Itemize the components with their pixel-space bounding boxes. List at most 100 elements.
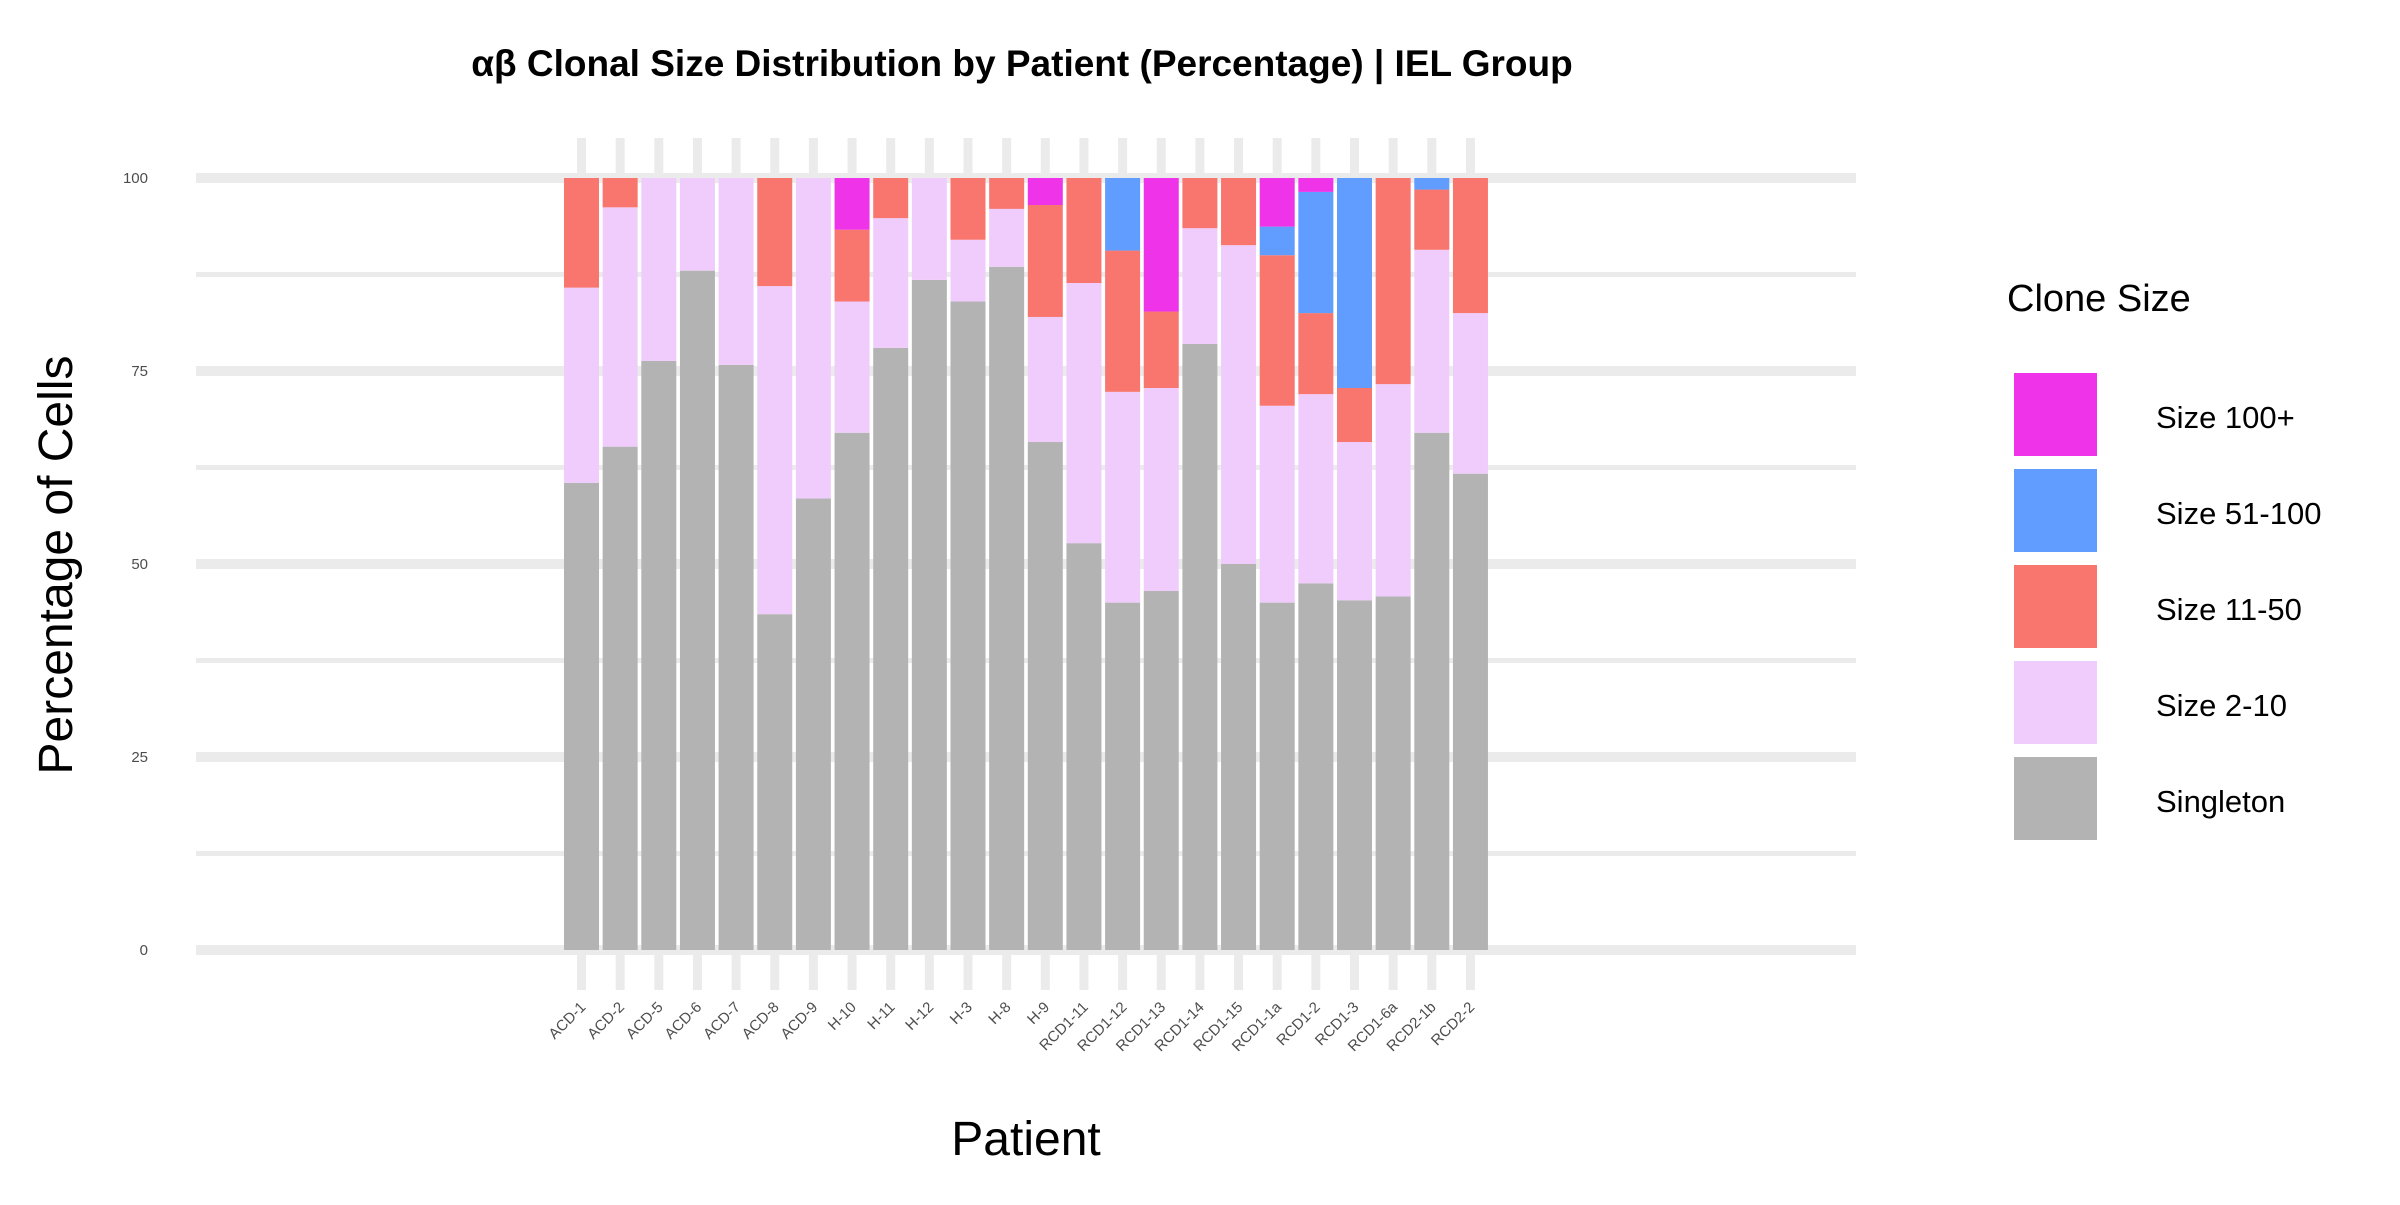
bar-segment-singleton-acd-9	[795, 498, 831, 950]
legend-swatch-size-2-10	[2014, 661, 2097, 744]
bars-layer	[564, 178, 1488, 951]
bar-segment-size-2-10-acd-5	[641, 178, 677, 361]
bar-segment-size-2-10-h-10	[834, 301, 870, 433]
bar-segment-size-11-50-rcd1-13	[1143, 311, 1179, 388]
x-tick-label: H-10	[825, 999, 860, 1034]
x-axis-title: Patient	[951, 1113, 1100, 1166]
legend-label: Singleton	[2156, 784, 2285, 819]
bar-segment-size-2-10-rcd1-6a	[1375, 384, 1411, 597]
bar-segment-size-100--rcd1-2	[1298, 178, 1334, 192]
bar-segment-size-2-10-h-9	[1027, 316, 1063, 443]
chart-title: αβ Clonal Size Distribution by Patient (…	[471, 43, 1572, 85]
bar-segment-size-11-50-h-10	[834, 229, 870, 302]
x-tick-label: ACD-9	[777, 999, 821, 1043]
bar-segment-size-2-10-acd-6	[679, 178, 715, 271]
bar-segment-size-100--h-10	[834, 178, 870, 230]
x-tick-label: RCD2-2	[1428, 999, 1478, 1049]
bar-segment-singleton-acd-1	[564, 482, 599, 950]
x-tick-label: ACD-7	[700, 999, 744, 1043]
y-tick-label: 0	[140, 942, 148, 959]
x-tick-label: ACD-6	[661, 999, 705, 1043]
bar-segment-singleton-h-12	[911, 279, 947, 950]
bar-segment-singleton-acd-8	[757, 614, 793, 950]
bar-segment-singleton-h-8	[989, 266, 1025, 950]
x-tick-label: ACD-8	[739, 999, 783, 1043]
bar-segment-size-2-10-rcd1-1a	[1259, 405, 1295, 603]
bar-segment-size-2-10-h-3	[950, 239, 986, 302]
bar-segment-singleton-rcd1-6a	[1375, 596, 1411, 950]
y-tick-labels: 0 25 50 75 100	[123, 170, 148, 959]
bar-segment-size-51-100-rcd1-1a	[1259, 226, 1295, 256]
bar-segment-size-11-50-rcd2-2	[1452, 178, 1488, 314]
legend-label: Size 100+	[2156, 400, 2295, 435]
y-tick-label: 50	[131, 556, 148, 573]
bar-segment-singleton-acd-2	[602, 446, 638, 950]
bar-segment-size-2-10-rcd1-13	[1143, 387, 1179, 592]
bar-segment-size-2-10-rcd2-1b	[1414, 249, 1450, 433]
bar-segment-size-11-50-h-9	[1027, 205, 1063, 317]
bar-segment-size-11-50-h-3	[950, 178, 986, 240]
bar-segment-size-2-10-rcd1-14	[1182, 228, 1218, 344]
bar-segment-size-2-10-rcd1-11	[1066, 282, 1102, 544]
bar-segment-size-11-50-acd-2	[602, 178, 638, 208]
bar-segment-size-51-100-rcd2-1b	[1414, 178, 1450, 190]
bar-segment-size-2-10-acd-2	[602, 207, 638, 447]
bar-segment-size-11-50-rcd1-12	[1105, 250, 1141, 392]
legend-swatch-size-11-50	[2014, 565, 2097, 648]
bar-segment-size-11-50-rcd2-1b	[1414, 189, 1450, 250]
bar-segment-size-2-10-rcd2-2	[1452, 313, 1488, 474]
bar-segment-size-100--h-9	[1027, 178, 1063, 206]
legend-label: Size 11-50	[2156, 592, 2302, 627]
x-tick-label: ACD-1	[545, 999, 589, 1043]
bar-segment-size-11-50-acd-1	[564, 178, 599, 288]
legend-swatch-size-51-100	[2014, 469, 2097, 552]
bar-segment-singleton-acd-7	[718, 364, 754, 951]
legend: Clone Size Size 100+ Size 51-100 Size 11-5…	[2007, 278, 2321, 840]
bar-segment-singleton-acd-6	[679, 270, 715, 950]
bar-segment-size-2-10-h-8	[989, 208, 1025, 267]
bar-segment-singleton-rcd1-1a	[1259, 602, 1295, 950]
legend-label: Size 51-100	[2156, 496, 2321, 531]
bar-segment-singleton-acd-5	[641, 360, 677, 950]
bar-segment-size-100--rcd1-13	[1143, 178, 1179, 312]
y-tick-label: 75	[131, 363, 148, 380]
x-tick-label: ACD-2	[584, 999, 628, 1043]
bar-segment-size-11-50-rcd1-1a	[1259, 255, 1295, 406]
bar-segment-size-11-50-rcd1-2	[1298, 313, 1334, 395]
legend-label: Size 2-10	[2156, 688, 2287, 723]
bar-segment-size-2-10-acd-7	[718, 178, 754, 365]
bar-segment-size-11-50-acd-8	[757, 178, 793, 287]
legend-swatch-size-100-	[2014, 373, 2097, 456]
bar-segment-size-11-50-h-8	[989, 178, 1025, 209]
grid-layer	[196, 138, 1856, 990]
bar-segment-size-2-10-h-11	[873, 218, 909, 348]
bar-segment-size-11-50-rcd1-14	[1182, 178, 1218, 229]
bar-segment-singleton-rcd1-11	[1066, 543, 1102, 950]
y-tick-label: 100	[123, 170, 148, 187]
bar-segment-size-2-10-rcd1-2	[1298, 394, 1334, 584]
bar-segment-size-11-50-rcd1-15	[1221, 178, 1257, 246]
bar-segment-size-11-50-rcd1-6a	[1375, 178, 1411, 385]
x-tick-label: H-11	[864, 999, 898, 1033]
bar-segment-size-11-50-rcd1-11	[1066, 178, 1102, 283]
x-tick-label: H-8	[985, 999, 1014, 1028]
bar-segment-size-2-10-acd-9	[795, 178, 831, 499]
bar-segment-size-2-10-acd-8	[757, 286, 793, 615]
x-tick-label: H-12	[902, 999, 937, 1034]
x-tick-label: ACD-5	[623, 999, 667, 1043]
bar-segment-singleton-rcd1-3	[1337, 600, 1372, 950]
bar-segment-singleton-h-9	[1027, 442, 1063, 950]
bar-segment-size-100--rcd1-1a	[1259, 178, 1295, 227]
bar-segment-size-51-100-rcd1-3	[1337, 178, 1372, 388]
bar-segment-singleton-rcd1-13	[1143, 591, 1179, 950]
bar-segment-singleton-rcd2-2	[1452, 473, 1488, 950]
bar-segment-size-51-100-rcd1-12	[1105, 178, 1141, 251]
y-tick-label: 25	[131, 749, 148, 766]
bar-segment-size-2-10-rcd1-3	[1337, 442, 1372, 601]
bar-segment-size-2-10-h-12	[911, 178, 947, 280]
x-tick-label: H-9	[1024, 999, 1053, 1028]
bar-segment-size-11-50-h-11	[873, 178, 909, 219]
